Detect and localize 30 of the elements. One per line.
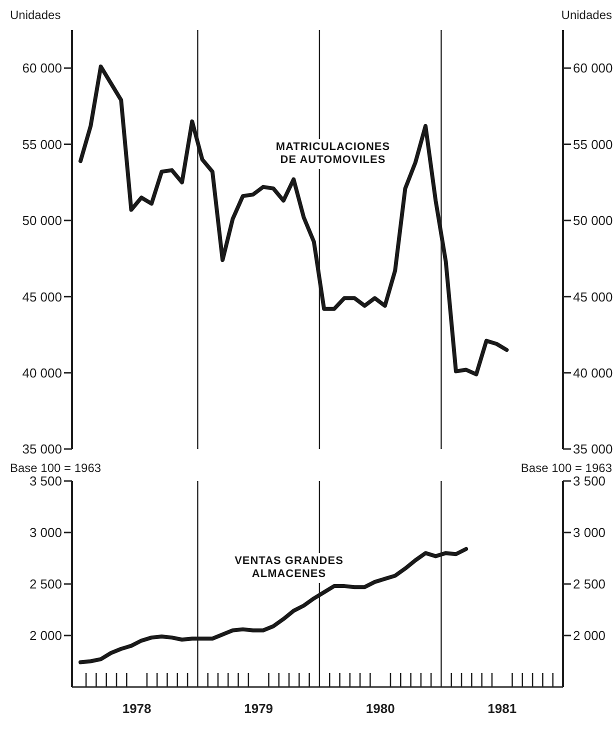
y2-tick-label: 50 000 bbox=[573, 213, 613, 228]
y2-tick-label: 2 500 bbox=[573, 576, 606, 592]
y2-tick-label: 60 000 bbox=[573, 60, 613, 76]
y-tick-label: 2 000 bbox=[29, 628, 62, 644]
y-tick-label: 55 000 bbox=[22, 136, 62, 152]
y2-tick-label: 3 000 bbox=[573, 525, 606, 540]
x-tick-label: 1980 bbox=[366, 701, 395, 716]
y-axis-title: Unidades bbox=[10, 8, 61, 22]
y-tick-label: 60 000 bbox=[22, 60, 62, 76]
y2-tick-label: 40 000 bbox=[573, 365, 613, 380]
y2-axis-title: Base 100 = 1963 bbox=[520, 461, 612, 475]
y2-tick-label: 35 000 bbox=[573, 442, 613, 457]
y-tick-label: 35 000 bbox=[22, 442, 62, 457]
y-tick-label: 3 000 bbox=[29, 525, 62, 540]
y-tick-label: 50 000 bbox=[22, 213, 62, 228]
x-tick-label: 1981 bbox=[488, 701, 517, 716]
x-tick-label: 1979 bbox=[244, 701, 274, 716]
y2-tick-label: 45 000 bbox=[573, 289, 613, 304]
y2-axis-title: Unidades bbox=[561, 8, 612, 22]
y2-tick-label: 2 000 bbox=[573, 628, 606, 644]
y-tick-label: 45 000 bbox=[22, 289, 62, 304]
y2-tick-label: 3 500 bbox=[573, 474, 606, 489]
y-tick-label: 3 500 bbox=[29, 474, 62, 489]
text: MATRICULACIONES DE AUTOMOVILES bbox=[265, 139, 401, 169]
y-axis-title: Base 100 = 1963 bbox=[10, 461, 102, 475]
y-tick-label: 2 500 bbox=[29, 576, 62, 592]
x-tick-label: 1978 bbox=[122, 701, 152, 716]
series-label: VENTAS GRANDES ALMACENES bbox=[221, 553, 357, 583]
y2-tick-label: 55 000 bbox=[573, 136, 613, 152]
y-tick-label: 40 000 bbox=[22, 365, 62, 380]
